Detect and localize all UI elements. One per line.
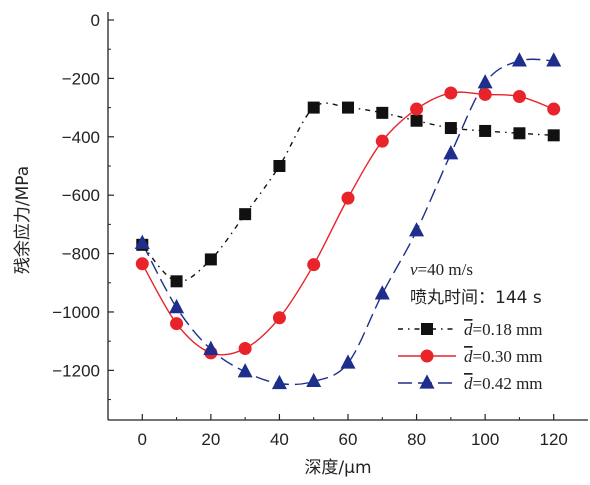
- annotation: v=40 m/s: [410, 260, 473, 279]
- data-point-series-2: [238, 341, 252, 355]
- data-point-series-3: [169, 298, 185, 314]
- data-point-series-3: [477, 74, 493, 89]
- data-point-series-3: [134, 234, 150, 249]
- data-point-series-2: [444, 86, 458, 100]
- data-point-series-1: [376, 106, 389, 119]
- data-point-series-2: [307, 258, 321, 272]
- legend: v=40 m/s 喷丸时间：144 s d=0.18 mm d=0.30 mm d=0.…: [398, 260, 543, 393]
- data-point-series-3: [306, 372, 322, 388]
- x-tick-label: 40: [270, 430, 289, 449]
- x-tick-label: 20: [201, 430, 220, 449]
- data-point-series-2: [272, 311, 286, 325]
- y-tick-label: −800: [62, 245, 100, 264]
- data-point-series-1: [547, 129, 560, 142]
- y-tick-label: −1200: [52, 361, 100, 380]
- data-point-series-3: [443, 145, 459, 160]
- y-tick-label: −400: [62, 128, 100, 147]
- x-tick-label: 0: [138, 430, 147, 449]
- legend-marker-2: [420, 349, 434, 363]
- y-axis-title: 残余应力/MPa: [13, 166, 33, 274]
- legend-label-1: d=0.18 mm: [464, 320, 543, 339]
- data-point-series-3: [409, 222, 425, 237]
- data-point-series-3: [374, 285, 390, 300]
- y-tick-label: −600: [62, 186, 100, 205]
- data-point-series-2: [375, 134, 389, 148]
- x-tick-label: 120: [540, 430, 568, 449]
- x-tick-label: 100: [471, 430, 499, 449]
- legend-label-3: d=0.42 mm: [464, 374, 543, 393]
- data-point-series-2: [135, 257, 149, 271]
- data-point-series-3: [203, 340, 219, 355]
- legend-marker-3: [419, 374, 435, 389]
- data-point-series-1: [170, 275, 183, 288]
- y-tick-label: 0: [91, 11, 100, 30]
- x-tick-label: 80: [407, 430, 426, 449]
- data-point-series-3: [340, 354, 356, 369]
- data-point-series-1: [513, 127, 526, 140]
- data-point-series-2: [170, 317, 184, 331]
- data-point-series-2: [341, 191, 355, 205]
- data-point-series-2: [478, 87, 492, 101]
- data-point-series-3: [546, 52, 562, 67]
- legend-marker-1: [421, 323, 433, 335]
- x-tick-label: 60: [339, 430, 358, 449]
- series-line-2: [141, 91, 554, 356]
- data-point-series-1: [479, 124, 492, 137]
- data-point-series-2: [512, 89, 526, 103]
- data-point-series-1: [307, 101, 320, 114]
- data-point-series-3: [271, 374, 287, 390]
- data-point-series-2: [410, 102, 424, 116]
- data-point-series-2: [547, 102, 561, 116]
- axes: 0 20 40 60 80 100 120 0 −200 −400 −600 −800 −1000 −12…: [13, 11, 588, 478]
- x-axis-title: 深度/μm: [304, 458, 371, 478]
- data-point-series-1: [204, 253, 217, 266]
- annotation: 喷丸时间：144 s: [410, 288, 542, 308]
- data-point-series-3: [237, 363, 253, 378]
- data-point-series-1: [410, 114, 423, 127]
- data-point-series-1: [239, 208, 252, 221]
- data-point-series-1: [342, 101, 354, 114]
- data-point-series-3: [511, 52, 527, 67]
- legend-label-2: d=0.30 mm: [464, 347, 543, 366]
- data-point-series-1: [273, 159, 286, 172]
- y-tick-label: −1000: [52, 303, 100, 322]
- data-point-series-1: [444, 122, 457, 135]
- y-tick-label: −200: [62, 69, 100, 88]
- series-layer: [134, 52, 562, 390]
